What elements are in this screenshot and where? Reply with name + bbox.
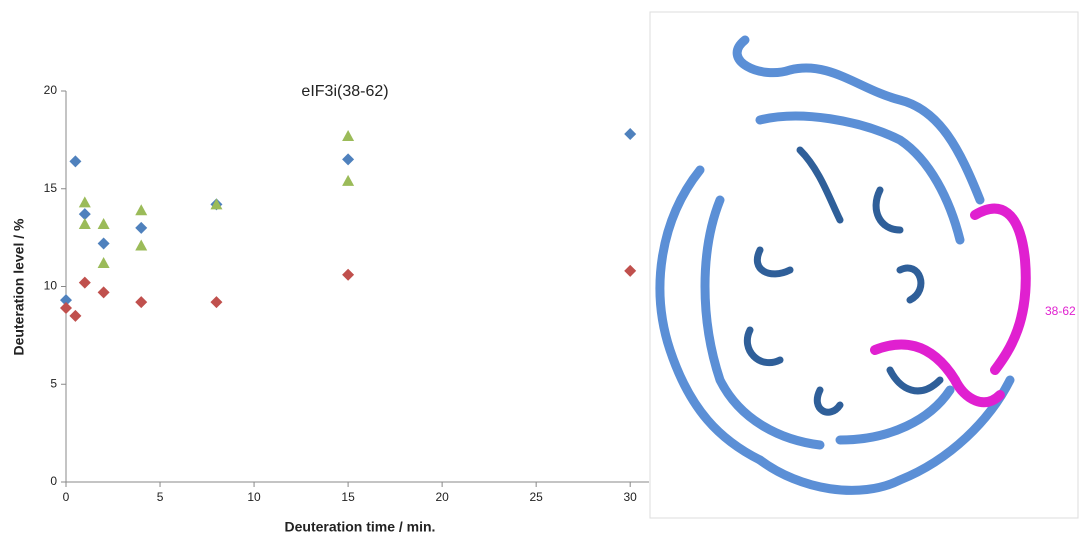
y-tick-label: 20 [44, 83, 58, 97]
x-tick-label: 25 [529, 490, 543, 504]
x-tick-label: 15 [341, 490, 355, 504]
ribbon [700, 195, 825, 450]
data-point [342, 153, 355, 166]
y-axis-title: Deuteration level / % [11, 218, 27, 355]
data-point [624, 264, 637, 277]
data-point [60, 302, 72, 315]
highlight-ribbon [970, 203, 1031, 375]
x-tick-label: 5 [157, 490, 164, 504]
data-point [624, 128, 637, 141]
data-point [135, 296, 148, 309]
x-tick-label: 20 [435, 490, 449, 504]
chart-title: eIF3i(38-62) [301, 83, 388, 100]
x-tick-label: 30 [624, 490, 638, 504]
data-point [69, 309, 82, 322]
ribbon [732, 35, 985, 205]
data-point [210, 198, 223, 210]
ribbon [755, 111, 965, 245]
data-point [210, 296, 223, 309]
data-point [69, 155, 82, 168]
data-point [60, 294, 72, 307]
ribbon [755, 375, 1015, 495]
data-point [342, 129, 355, 141]
y-tick-label: 15 [44, 181, 58, 195]
y-tick-label: 10 [44, 279, 58, 293]
data-point [135, 204, 148, 216]
data-point [97, 217, 110, 229]
image-label: 38-62 [1045, 304, 1076, 318]
data-point [97, 237, 110, 250]
y-tick-label: 5 [50, 376, 57, 390]
highlight-ribbon [870, 339, 1005, 408]
data-point [97, 286, 110, 299]
data-point [97, 257, 110, 269]
x-tick-label: 0 [63, 490, 70, 504]
protein-image: 38-62 [649, 11, 1079, 519]
ribbon [835, 385, 955, 445]
data-point [135, 239, 148, 251]
data-point [78, 196, 91, 208]
data-point [78, 208, 91, 221]
x-tick-label: 10 [247, 490, 261, 504]
data-point [135, 221, 148, 234]
data-point [78, 217, 91, 229]
y-tick-label: 0 [50, 474, 57, 488]
inner-ribbon [743, 146, 944, 416]
data-point [78, 276, 91, 289]
data-point [342, 268, 355, 281]
x-axis-title: Deuteration time / min. [285, 519, 436, 535]
ribbon [655, 165, 765, 465]
data-point [342, 174, 355, 186]
